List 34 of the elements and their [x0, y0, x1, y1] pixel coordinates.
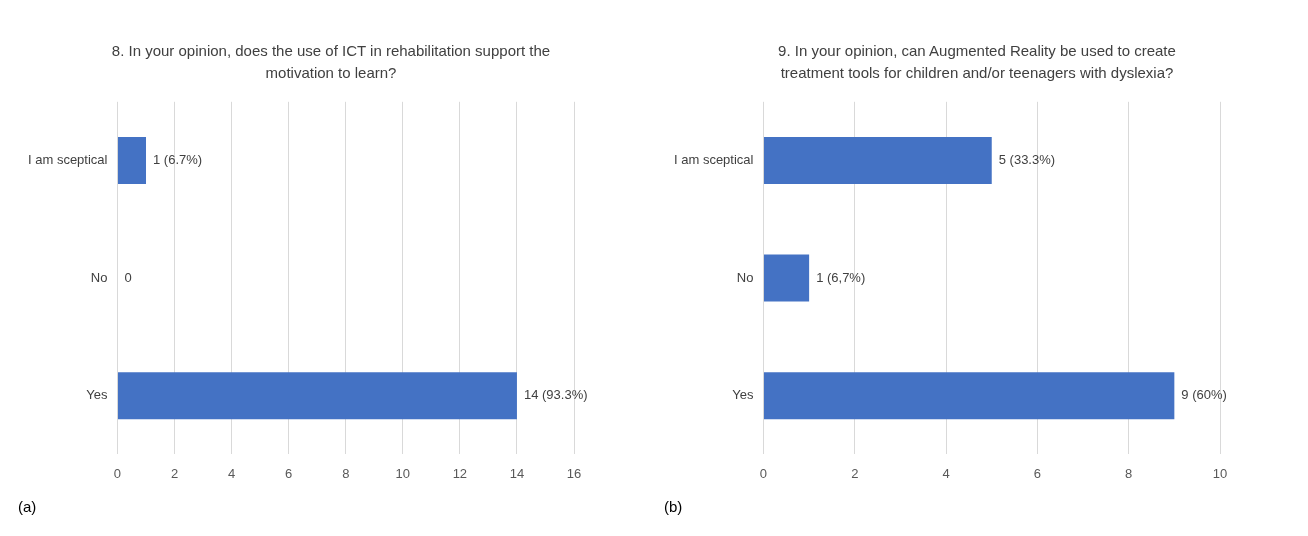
data-label: 5 (33.3%) [998, 152, 1056, 168]
data-label: 0 [124, 269, 132, 285]
data-label: 1 (6.7%) [153, 152, 203, 168]
x-tick-label: 2 [170, 465, 179, 481]
text: (b) [664, 498, 684, 515]
chart-title: 9. In your opinion, can Augmented Reality be used to create treatment tools for children and/or teenagers with dyslexia? [777, 41, 1177, 83]
y-tick-label: I am sceptical [673, 152, 754, 168]
bar [763, 254, 810, 302]
y-tick-label: No [736, 269, 754, 285]
data-label: 14 (93.3%) [523, 387, 588, 403]
x-tick-label: 0 [759, 465, 768, 481]
bar [763, 372, 1175, 420]
x-tick-label: 8 [342, 465, 350, 481]
y-tick-label: No [90, 269, 108, 285]
x-tick-label: 4 [227, 465, 236, 481]
x-tick-label: 10 [395, 465, 411, 481]
chart-title: 8. In your opinion, does the use of ICT in rehabilitation support the motivation to learn? [111, 41, 551, 83]
x-tick-label: 14 [509, 465, 525, 481]
x-tick-label: 0 [113, 465, 122, 481]
data-label: 9 (60%) [1181, 387, 1227, 403]
text: (a) [18, 498, 38, 515]
bar [763, 137, 992, 185]
x-tick-label: 4 [942, 465, 950, 481]
x-tick-label: 2 [851, 465, 859, 481]
x-tick-label: 6 [285, 465, 293, 481]
x-tick-label: 12 [452, 465, 468, 481]
x-tick-label: 16 [566, 465, 582, 481]
y-tick-label: Yes [732, 387, 754, 403]
x-tick-label: 10 [1212, 465, 1228, 481]
y-tick-label: I am sceptical [27, 152, 108, 168]
data-label: 1 (6,7%) [816, 269, 866, 285]
x-tick-label: 8 [1125, 465, 1133, 481]
x-tick-label: 6 [1033, 465, 1042, 481]
y-tick-label: Yes [86, 387, 108, 403]
